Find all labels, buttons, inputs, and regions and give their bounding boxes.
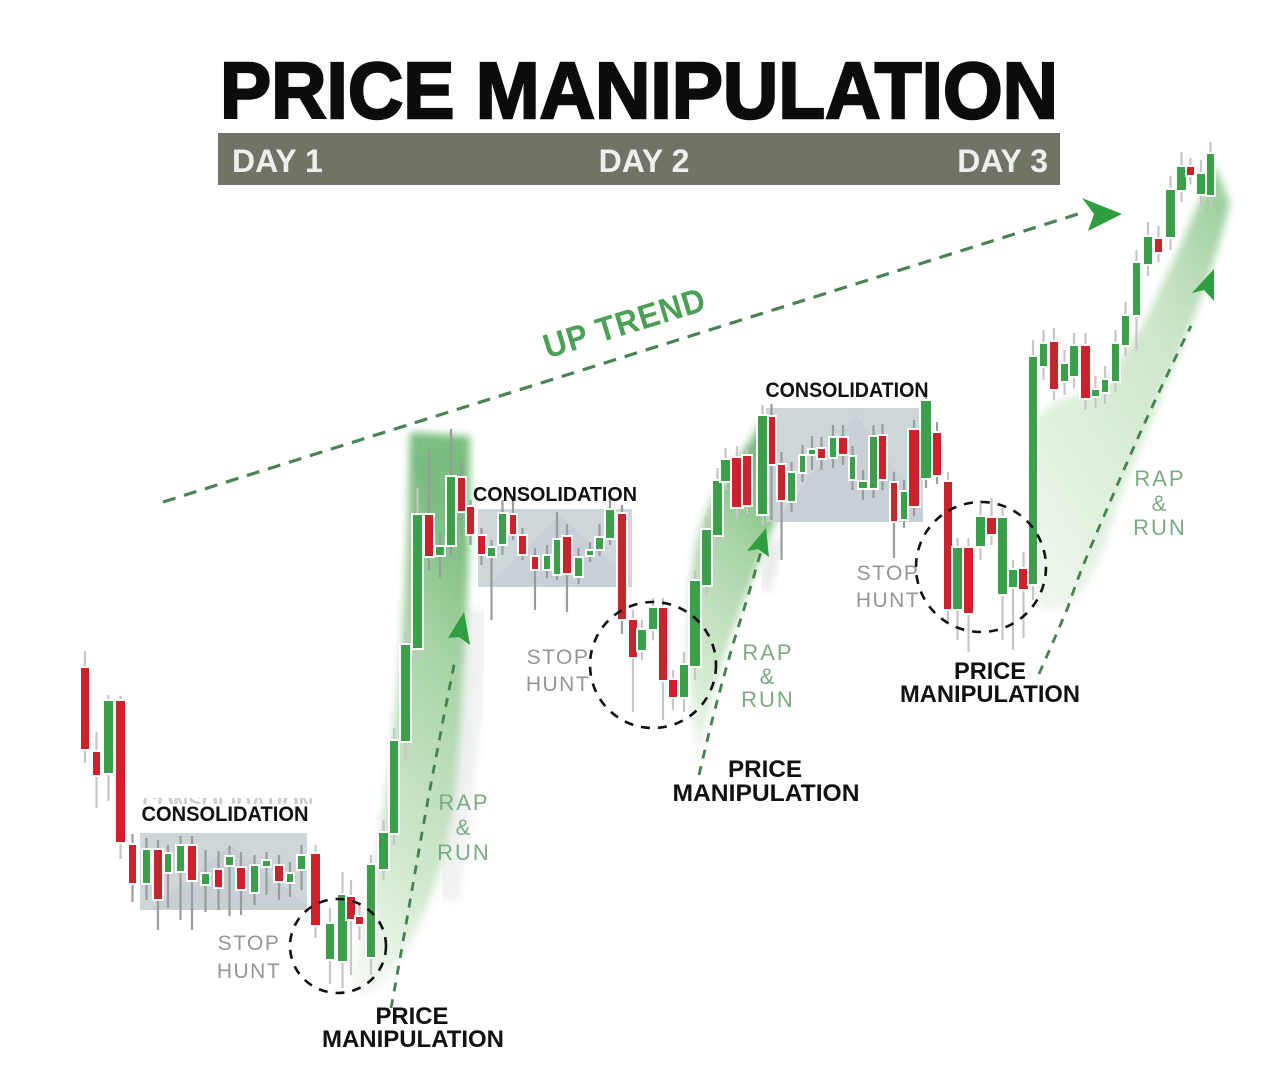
svg-text:CONSOLIDATION: CONSOLIDATION	[143, 790, 314, 815]
svg-text:MANIPULATION: MANIPULATION	[673, 780, 860, 807]
svg-text:MANIPULATION: MANIPULATION	[322, 1026, 504, 1053]
svg-text:STOP: STOP	[857, 562, 920, 585]
svg-text:RAP: RAP	[438, 790, 489, 815]
svg-text:RUN: RUN	[1133, 515, 1187, 540]
svg-text:HUNT: HUNT	[856, 589, 920, 612]
svg-text:&: &	[1152, 491, 1169, 516]
svg-text:&: &	[456, 815, 473, 840]
svg-text:RUN: RUN	[437, 840, 491, 865]
svg-text:CONSOLIDATION: CONSOLIDATION	[473, 484, 637, 506]
svg-text:PRICE: PRICE	[954, 658, 1026, 685]
svg-text:CONSOLIDATION: CONSOLIDATION	[142, 803, 309, 826]
svg-text:DAY 3: DAY 3	[957, 143, 1048, 179]
svg-text:DAY 1: DAY 1	[232, 143, 323, 179]
svg-text:PRICE MANIPULATION: PRICE MANIPULATION	[220, 46, 1058, 135]
svg-text:STOP: STOP	[527, 646, 590, 669]
svg-text:DAY 2: DAY 2	[599, 143, 690, 179]
svg-text:PRICE: PRICE	[376, 1003, 449, 1030]
svg-text:RUN: RUN	[741, 687, 795, 712]
svg-text:HUNT: HUNT	[217, 960, 281, 983]
svg-text:CONSOLIDATION: CONSOLIDATION	[766, 379, 929, 402]
svg-text:HUNT: HUNT	[526, 673, 590, 696]
svg-text:&: &	[760, 664, 777, 689]
svg-text:RAP: RAP	[742, 640, 793, 665]
svg-text:MANIPULATION: MANIPULATION	[900, 681, 1080, 708]
svg-text:PRICE: PRICE	[728, 756, 802, 783]
svg-text:STOP: STOP	[218, 932, 281, 955]
svg-text:RAP: RAP	[1134, 466, 1185, 491]
